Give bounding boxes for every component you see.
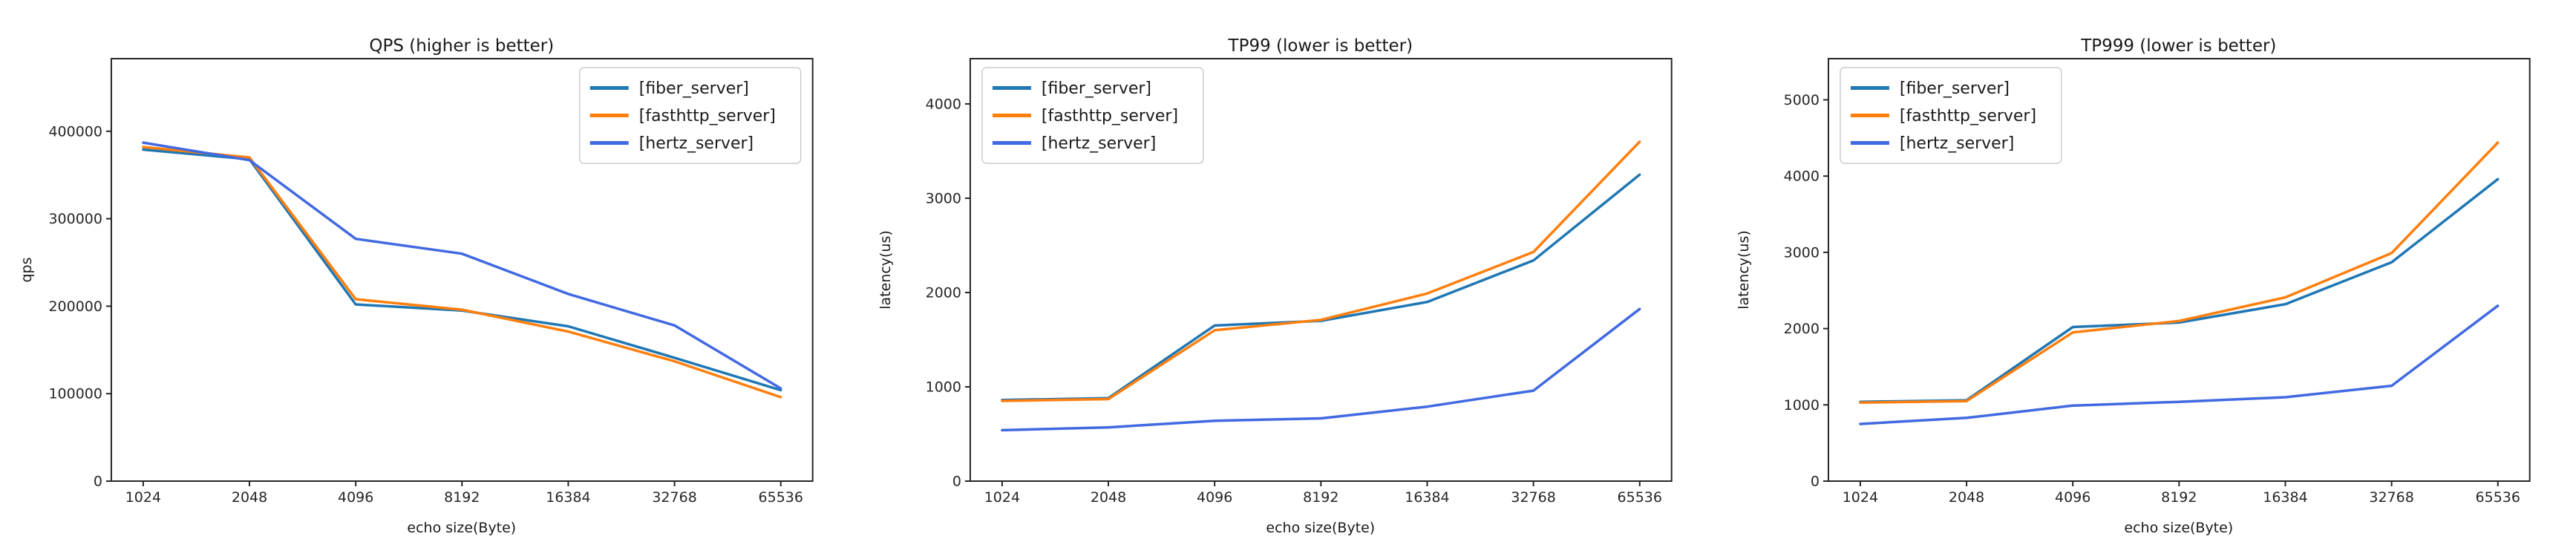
legend-box bbox=[579, 67, 802, 164]
x-tick-label: 4096 bbox=[2055, 489, 2090, 506]
y-tick-label: 4000 bbox=[1784, 169, 1820, 185]
x-tick-label: 4096 bbox=[338, 489, 373, 506]
y-axis-label: qps bbox=[19, 257, 35, 282]
x-tick-label: 65536 bbox=[759, 489, 803, 506]
legend-label: [fiber_server] bbox=[1900, 79, 2010, 98]
axes-frame bbox=[969, 58, 1673, 482]
legend-label: [fasthttp_server] bbox=[1042, 107, 1178, 125]
legend: [fiber_server] [fasthttp_server] [hertz_se… bbox=[579, 67, 802, 164]
x-tick-label: 16384 bbox=[2263, 489, 2308, 506]
legend-label: [hertz_server] bbox=[1042, 134, 1156, 153]
y-ticks: 0 1000 2000 3000 4000 5000 bbox=[1784, 92, 1829, 490]
series-line bbox=[1000, 173, 1641, 402]
x-tick-label: 65536 bbox=[2476, 489, 2520, 506]
x-tick-label: 32768 bbox=[1511, 489, 1555, 506]
series-lines bbox=[142, 141, 782, 399]
series-line bbox=[1859, 304, 2500, 425]
y-tick-label: 200000 bbox=[48, 298, 102, 315]
x-ticks: 1024 2048 4096 8192 16384 32768 65536 bbox=[125, 481, 803, 506]
y-tick-label: 0 bbox=[94, 473, 102, 489]
x-tick-label: 2048 bbox=[232, 489, 267, 506]
x-axis-label: echo size(Byte) bbox=[2125, 520, 2234, 536]
y-tick-label: 2000 bbox=[925, 284, 961, 301]
legend-box bbox=[981, 67, 1204, 164]
legend-box bbox=[1840, 67, 2062, 164]
legend: [fiber_server] [fasthttp_server] [hertz_se… bbox=[1840, 67, 2062, 164]
x-tick-label: 1024 bbox=[1843, 489, 1878, 506]
series-line bbox=[142, 148, 782, 392]
qps-chart-svg: QPS (higher is better) echo size(Byte) q… bbox=[19, 36, 814, 536]
plot-frame bbox=[1828, 58, 2531, 482]
y-tick-label: 400000 bbox=[48, 123, 102, 140]
y-tick-label: 0 bbox=[952, 473, 961, 489]
y-tick-label: 1000 bbox=[925, 379, 961, 395]
plot-frame bbox=[969, 58, 1673, 482]
axes-frame bbox=[110, 58, 814, 482]
series-line bbox=[1000, 307, 1641, 432]
tp99-chart-svg: TP99 (lower is better) echo size(Byte) l… bbox=[877, 36, 1673, 536]
series-line bbox=[142, 146, 782, 399]
x-tick-label: 4096 bbox=[1197, 489, 1232, 506]
series-line bbox=[1859, 177, 2500, 403]
y-axis-label: latency(us) bbox=[1736, 230, 1752, 309]
y-tick-label: 4000 bbox=[925, 96, 961, 112]
y-tick-label: 3000 bbox=[925, 190, 961, 206]
x-ticks: 1024 2048 4096 8192 16384 32768 65536 bbox=[984, 481, 1662, 506]
x-tick-label: 32768 bbox=[652, 489, 696, 506]
x-tick-label: 65536 bbox=[1617, 489, 1661, 506]
chart-panel-qps: QPS (higher is better) echo size(Byte) q… bbox=[0, 0, 859, 542]
y-axis-label: latency(us) bbox=[877, 230, 894, 309]
legend-label: [hertz_server] bbox=[639, 134, 753, 153]
chart-panel-tp999: TP999 (lower is better) echo size(Byte) … bbox=[1717, 0, 2576, 542]
series-lines bbox=[1000, 140, 1641, 432]
x-tick-label: 32768 bbox=[2370, 489, 2414, 506]
x-axis-label: echo size(Byte) bbox=[407, 520, 516, 536]
series-lines bbox=[1859, 141, 2500, 425]
tp999-chart-svg: TP999 (lower is better) echo size(Byte) … bbox=[1736, 36, 2531, 536]
chart-title: TP999 (lower is better) bbox=[2081, 36, 2277, 56]
legend-label: [fiber_server] bbox=[639, 79, 749, 98]
y-tick-label: 2000 bbox=[1784, 321, 1820, 337]
legend-label: [fasthttp_server] bbox=[1900, 107, 2036, 125]
y-tick-label: 1000 bbox=[1784, 397, 1820, 414]
x-tick-label: 1024 bbox=[125, 489, 161, 506]
series-line bbox=[1000, 140, 1641, 402]
x-tick-label: 8192 bbox=[2162, 489, 2197, 506]
series-line bbox=[142, 141, 782, 390]
y-tick-label: 3000 bbox=[1784, 244, 1820, 261]
y-tick-label: 5000 bbox=[1784, 92, 1820, 108]
legend-label: [fasthttp_server] bbox=[639, 107, 776, 125]
y-tick-label: 100000 bbox=[48, 386, 102, 402]
y-tick-label: 0 bbox=[1811, 473, 1820, 489]
x-axis-label: echo size(Byte) bbox=[1266, 520, 1375, 536]
x-tick-label: 2048 bbox=[1949, 489, 1984, 506]
chart-title: TP99 (lower is better) bbox=[1227, 36, 1413, 56]
x-tick-label: 2048 bbox=[1091, 489, 1126, 506]
axes-frame bbox=[1828, 58, 2531, 482]
y-ticks: 0 1000 2000 3000 4000 bbox=[925, 96, 970, 490]
legend: [fiber_server] [fasthttp_server] [hertz_se… bbox=[981, 67, 1204, 164]
series-line bbox=[1859, 141, 2500, 404]
y-tick-label: 300000 bbox=[48, 211, 102, 227]
legend-label: [fiber_server] bbox=[1042, 79, 1151, 98]
x-tick-label: 16384 bbox=[546, 489, 590, 506]
plot-frame bbox=[110, 58, 814, 482]
chart-panel-tp99: TP99 (lower is better) echo size(Byte) l… bbox=[858, 0, 1718, 542]
y-ticks: 0 100000 200000 300000 400000 bbox=[48, 123, 111, 490]
x-tick-label: 16384 bbox=[1405, 489, 1449, 506]
legend-label: [hertz_server] bbox=[1900, 134, 2014, 153]
x-tick-label: 1024 bbox=[984, 489, 1019, 506]
x-tick-label: 8192 bbox=[1303, 489, 1338, 506]
x-tick-label: 8192 bbox=[444, 489, 480, 506]
x-ticks: 1024 2048 4096 8192 16384 32768 65536 bbox=[1843, 481, 2520, 506]
chart-title: QPS (higher is better) bbox=[369, 36, 554, 56]
